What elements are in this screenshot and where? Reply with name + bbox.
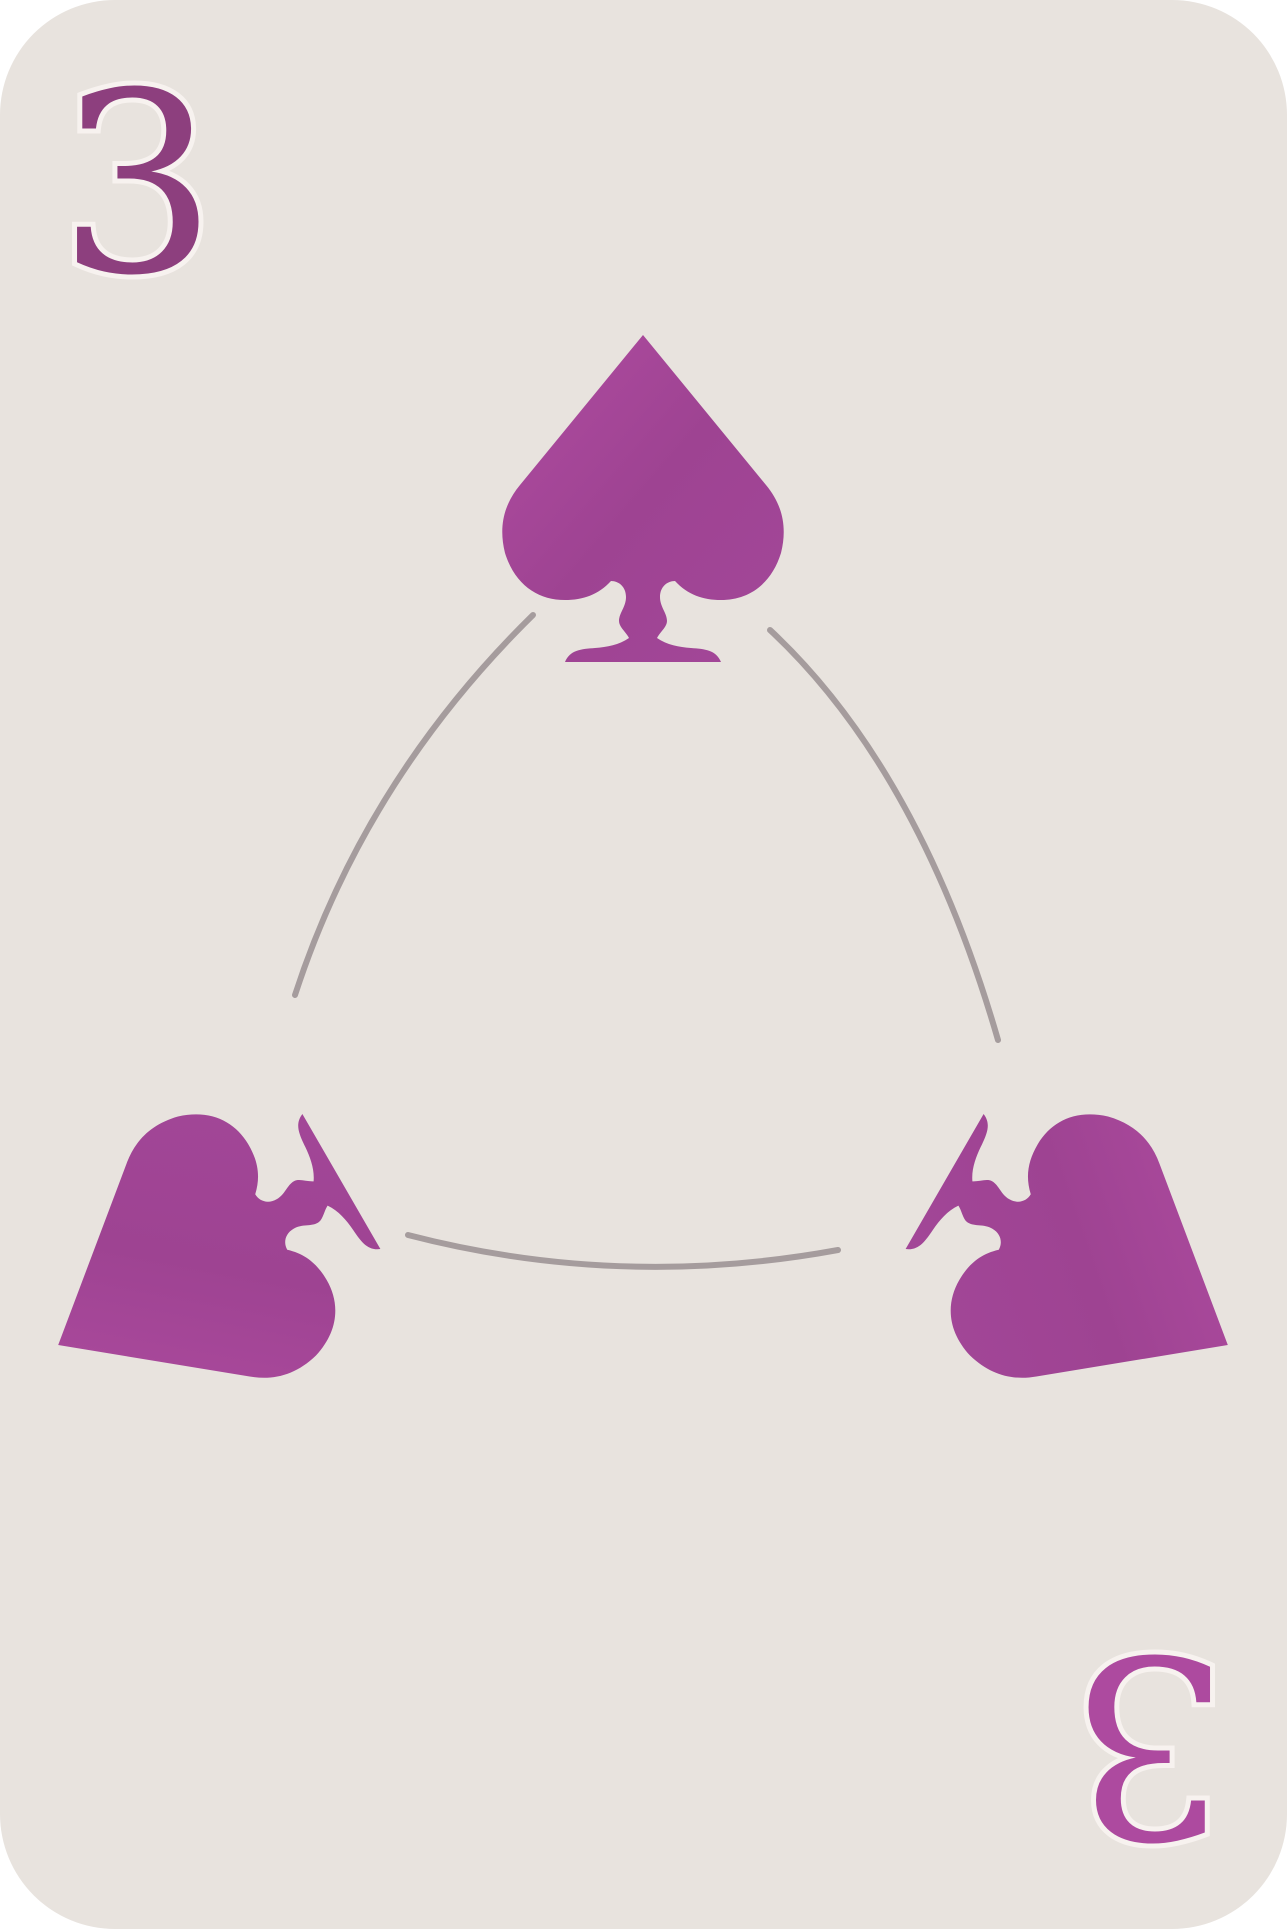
spade-icon bbox=[874, 1059, 1287, 1467]
rank-top: 3 bbox=[53, 39, 222, 330]
spade-icon bbox=[0, 1059, 412, 1467]
spade-icon bbox=[502, 335, 784, 662]
connector-left bbox=[292, 612, 536, 998]
connector-lines bbox=[292, 612, 1001, 1270]
connector-bottom bbox=[405, 1232, 841, 1270]
connector-right bbox=[767, 627, 1001, 1043]
